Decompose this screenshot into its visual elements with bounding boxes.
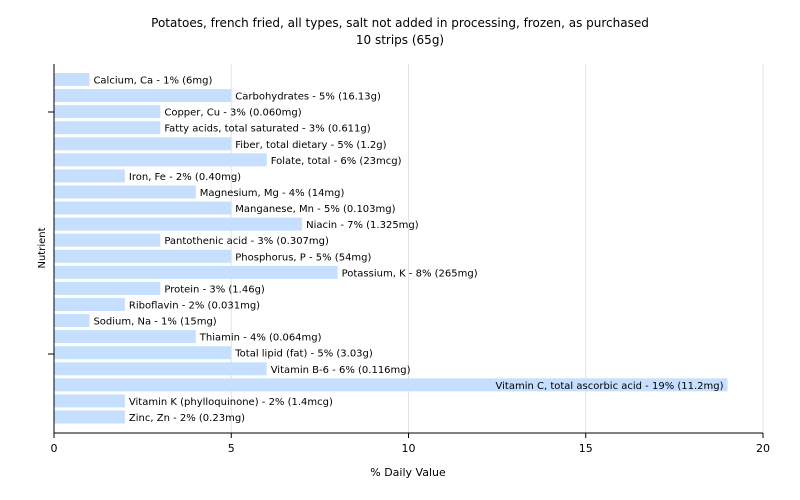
x-tick-label-3: 15	[579, 442, 593, 455]
x-tick-label-0: 0	[51, 442, 58, 455]
bar-5	[54, 153, 267, 167]
bar-7	[54, 185, 196, 199]
bar-label-7: Magnesium, Mg - 4% (14mg)	[200, 188, 345, 199]
bar-label-11: Phosphorus, P - 5% (54mg)	[235, 252, 371, 263]
y-axis-label: Nutrient	[37, 227, 48, 268]
bar-6	[54, 169, 125, 183]
bar-16	[54, 330, 196, 344]
bar-label-4: Fiber, total dietary - 5% (1.2g)	[235, 140, 386, 151]
bar-label-16: Thiamin - 4% (0.064mg)	[199, 333, 322, 344]
bar-4	[54, 137, 232, 151]
bar-label-8: Manganese, Mn - 5% (0.103mg)	[235, 204, 395, 215]
bar-9	[54, 217, 303, 231]
bar-12	[54, 265, 338, 279]
bar-15	[54, 314, 90, 328]
bar-layer	[54, 73, 728, 424]
bar-3	[54, 121, 161, 135]
bar-label-3: Fatty acids, total saturated - 3% (0.611…	[164, 124, 370, 135]
bar-20	[54, 394, 125, 408]
bar-label-14: Riboflavin - 2% (0.031mg)	[129, 300, 260, 311]
label-layer: Calcium, Ca - 1% (6mg) Carbohydrates - 5%…	[93, 76, 723, 424]
bar-21	[54, 410, 125, 424]
grid-layer	[230, 64, 764, 433]
bar-label-5: Folate, total - 6% (23mcg)	[271, 156, 402, 167]
bar-14	[54, 297, 125, 311]
axis-layer: 0 5 10 15 20	[48, 64, 770, 455]
bar-label-6: Iron, Fe - 2% (0.40mg)	[129, 172, 241, 183]
bar-1	[54, 89, 232, 103]
bar-17	[54, 346, 232, 360]
bar-19	[54, 378, 728, 392]
bar-label-17: Total lipid (fat) - 5% (3.03g)	[234, 349, 373, 360]
bar-label-20: Vitamin K (phylloquinone) - 2% (1.4mcg)	[129, 397, 333, 408]
x-tick-label-4: 20	[756, 442, 770, 455]
bar-label-21: Zinc, Zn - 2% (0.23mg)	[129, 413, 245, 424]
bar-label-13: Protein - 3% (1.46g)	[164, 284, 265, 295]
bar-18	[54, 362, 267, 376]
bar-0	[54, 73, 90, 86]
bar-11	[54, 249, 232, 263]
bar-label-1: Carbohydrates - 5% (16.13g)	[235, 92, 381, 103]
bar-2	[54, 105, 161, 119]
bar-label-15: Sodium, Na - 1% (15mg)	[93, 317, 216, 328]
bar-8	[54, 201, 232, 215]
bar-label-12: Potassium, K - 8% (265mg)	[342, 268, 478, 279]
bar-label-9: Niacin - 7% (1.325mg)	[306, 220, 419, 231]
x-tick-label-2: 10	[402, 442, 416, 455]
bar-label-18: Vitamin B-6 - 6% (0.116mg)	[271, 365, 411, 376]
bar-10	[54, 233, 161, 247]
bar-13	[54, 281, 161, 295]
chart-subtitle: 10 strips (65g)	[356, 33, 444, 47]
bar-label-19: Vitamin C, total ascorbic acid - 19% (11…	[496, 381, 724, 392]
x-tick-label-1: 5	[228, 442, 235, 455]
x-axis-label: % Daily Value	[370, 466, 446, 479]
bar-label-10: Pantothenic acid - 3% (0.307mg)	[164, 236, 329, 247]
bar-label-0: Calcium, Ca - 1% (6mg)	[93, 76, 212, 87]
chart-title: Potatoes, french fried, all types, salt …	[151, 16, 649, 30]
bar-label-2: Copper, Cu - 3% (0.060mg)	[164, 108, 301, 119]
